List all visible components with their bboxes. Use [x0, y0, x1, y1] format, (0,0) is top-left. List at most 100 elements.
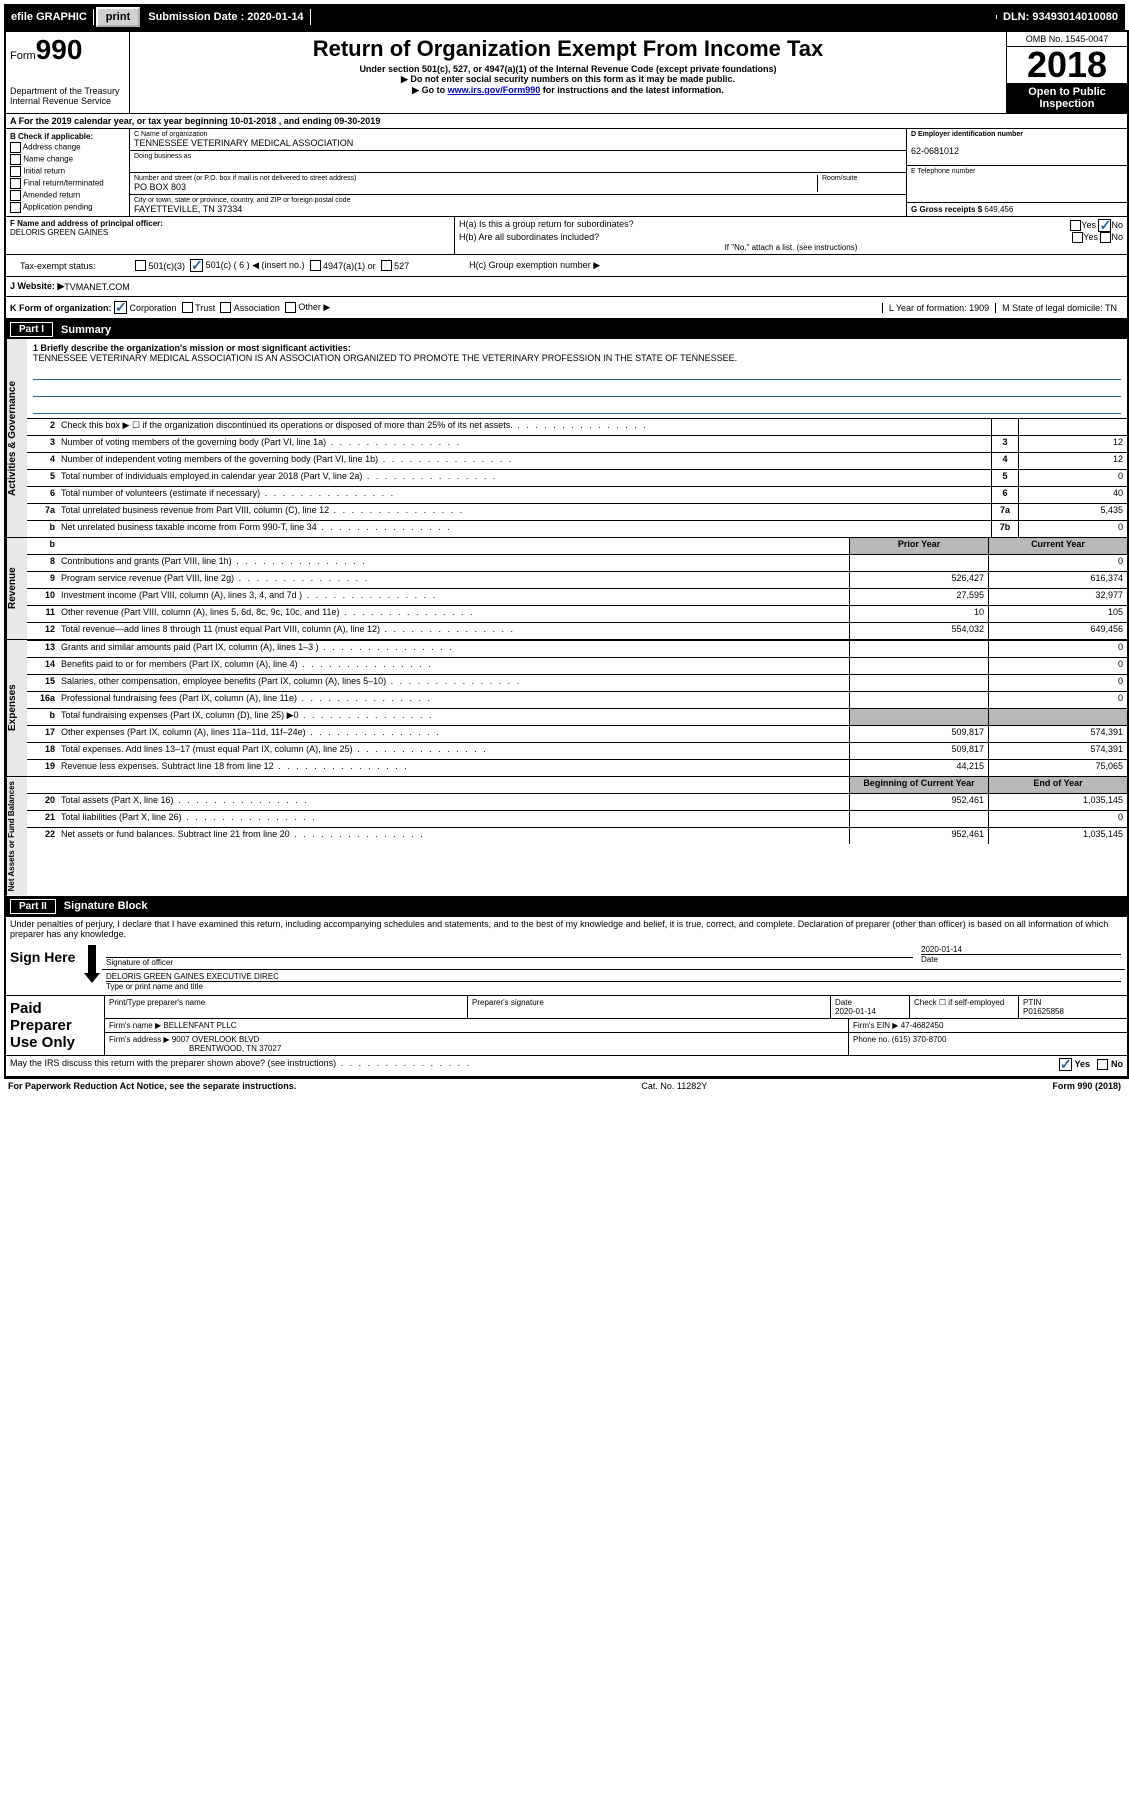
- k-o2: Trust: [195, 303, 215, 313]
- row-desc: Salaries, other compensation, employee b…: [59, 675, 849, 691]
- mission-text: TENNESSEE VETERINARY MEDICAL ASSOCIATION…: [33, 353, 737, 363]
- k-other-chk[interactable]: [285, 302, 296, 313]
- row-num: 18: [27, 743, 59, 759]
- tax-o1: 501(c)(3): [149, 261, 186, 271]
- ha-label: H(a) Is this a group return for subordin…: [459, 219, 634, 229]
- row-box: 6: [991, 487, 1018, 503]
- side-revenue: Revenue: [6, 538, 27, 639]
- firm-addr2: BRENTWOOD, TN 37027: [109, 1044, 281, 1053]
- website-value: TVMANET.COM: [64, 282, 130, 292]
- row-num: 2: [27, 419, 59, 435]
- addr-value: PO BOX 803: [134, 182, 817, 192]
- irs-no-chk[interactable]: [1097, 1059, 1108, 1070]
- tax-501c-chk[interactable]: [190, 259, 203, 272]
- row-curr: 0: [988, 555, 1127, 571]
- tax-year: 2018: [1007, 47, 1127, 83]
- table-row: 15 Salaries, other compensation, employe…: [27, 674, 1127, 691]
- rev-header-row: b Prior Year Current Year: [27, 538, 1127, 554]
- row-desc: Total liabilities (Part X, line 26): [59, 811, 849, 827]
- sign-here-row: Sign Here Signature of officer 2020-01-1…: [6, 941, 1127, 996]
- form-number: Form990: [10, 34, 125, 66]
- web-row: J Website: ▶ TVMANET.COM: [6, 277, 1127, 297]
- row-curr: 0: [988, 658, 1127, 674]
- yes-label: Yes: [1083, 232, 1098, 242]
- subtitle-2: ▶ Do not enter social security numbers o…: [132, 74, 1004, 85]
- ha-yes-chk[interactable]: [1070, 220, 1081, 231]
- firm-name-row: Firm's name ▶ BELLENFANT PLLC Firm's EIN…: [105, 1019, 1127, 1033]
- row-box: 7a: [991, 504, 1018, 520]
- chk-final[interactable]: Final return/terminated: [10, 178, 125, 189]
- k-right: L Year of formation: 1909 M State of leg…: [882, 303, 1123, 313]
- col-d: D Employer identification number 62-0681…: [907, 129, 1127, 216]
- chk-label: Initial return: [23, 167, 65, 176]
- row-box: [991, 419, 1018, 435]
- row-desc: Total number of individuals employed in …: [59, 470, 991, 486]
- chk-amended[interactable]: Amended return: [10, 190, 125, 201]
- table-row: 17 Other expenses (Part IX, column (A), …: [27, 725, 1127, 742]
- ptin-hdr: PTIN: [1023, 998, 1041, 1007]
- chk-name[interactable]: Name change: [10, 154, 125, 165]
- header-left: Form990 Department of the Treasury Inter…: [6, 32, 130, 113]
- hb-line: H(b) Are all subordinates included? Yes …: [459, 232, 1123, 243]
- row-desc: Number of voting members of the governin…: [59, 436, 991, 452]
- expenses-body: 13 Grants and similar amounts paid (Part…: [27, 640, 1127, 776]
- officer-printed-name: DELORIS GREEN GAINES EXECUTIVE DIREC: [106, 972, 1121, 981]
- row-prior: 554,032: [849, 623, 988, 639]
- city-label: City or town, state or province, country…: [134, 197, 902, 204]
- chk-label: Application pending: [23, 203, 93, 212]
- gross-cell: G Gross receipts $ 649,456: [907, 203, 1127, 216]
- prep-date-cell: Date 2020-01-14: [831, 996, 910, 1018]
- print-button[interactable]: print: [96, 7, 140, 27]
- tax-4947-chk[interactable]: [310, 260, 321, 271]
- row-desc: Net assets or fund balances. Subtract li…: [59, 828, 849, 844]
- row-box: 4: [991, 453, 1018, 469]
- firm-phone: (615) 370-8700: [892, 1035, 947, 1044]
- row-num: 9: [27, 572, 59, 588]
- firm-addr-row: Firm's address ▶ 9007 OVERLOOK BLVD BREN…: [105, 1033, 1127, 1055]
- row-desc: Total fundraising expenses (Part IX, col…: [59, 709, 849, 725]
- ha-line: H(a) Is this a group return for subordin…: [459, 219, 1123, 232]
- row-num: 21: [27, 811, 59, 827]
- row-curr: 649,456: [988, 623, 1127, 639]
- row-curr: 0: [988, 692, 1127, 708]
- open-public: Open to Public Inspection: [1007, 83, 1127, 113]
- chk-address[interactable]: Address change: [10, 142, 125, 153]
- chk-label: Name change: [23, 155, 73, 164]
- info-grid: B Check if applicable: Address change Na…: [6, 129, 1127, 217]
- k-assoc-chk[interactable]: [220, 302, 231, 313]
- org-name-cell: C Name of organization TENNESSEE VETERIN…: [130, 129, 906, 151]
- row-desc: Contributions and grants (Part VIII, lin…: [59, 555, 849, 571]
- prep-date-hdr: Date: [835, 998, 852, 1007]
- tax-527-chk[interactable]: [381, 260, 392, 271]
- row-num: 22: [27, 828, 59, 844]
- chk-initial[interactable]: Initial return: [10, 166, 125, 177]
- self-emp-hdr: Check ☐ if self-employed: [910, 996, 1019, 1018]
- instructions-link[interactable]: www.irs.gov/Form990: [448, 85, 541, 95]
- row-desc: Total revenue—add lines 8 through 11 (mu…: [59, 623, 849, 639]
- row-desc: Total assets (Part X, line 16): [59, 794, 849, 810]
- paid-preparer-row: Paid Preparer Use Only Print/Type prepar…: [6, 996, 1127, 1056]
- addr-label: Number and street (or P.O. box if mail i…: [134, 175, 817, 182]
- k-trust-chk[interactable]: [182, 302, 193, 313]
- prior-year-header: Prior Year: [849, 538, 988, 554]
- k-corp-chk[interactable]: [114, 301, 127, 314]
- current-year-header: Current Year: [988, 538, 1127, 554]
- chk-label: Final return/terminated: [23, 179, 103, 188]
- row-f-left: F Name and address of principal officer:…: [6, 217, 455, 254]
- efile-label: efile GRAPHIC: [5, 9, 94, 25]
- row-curr: 574,391: [988, 726, 1127, 742]
- row-curr: 75,065: [988, 760, 1127, 776]
- hb-yes-chk[interactable]: [1072, 232, 1083, 243]
- tax-o4: 527: [394, 261, 409, 271]
- row-curr: 0: [988, 811, 1127, 827]
- irs-yes-chk[interactable]: [1059, 1058, 1072, 1071]
- chk-pending[interactable]: Application pending: [10, 202, 125, 213]
- tax-501c3-chk[interactable]: [135, 260, 146, 271]
- row-prior: [849, 709, 988, 725]
- ha-no-chk[interactable]: [1098, 219, 1111, 232]
- row-num: 8: [27, 555, 59, 571]
- form-title: Return of Organization Exempt From Incom…: [132, 36, 1004, 62]
- tax-o3: 4947(a)(1) or: [323, 261, 376, 271]
- officer-sig-label: Signature of officer: [106, 957, 913, 967]
- header-mid: Return of Organization Exempt From Incom…: [130, 32, 1006, 113]
